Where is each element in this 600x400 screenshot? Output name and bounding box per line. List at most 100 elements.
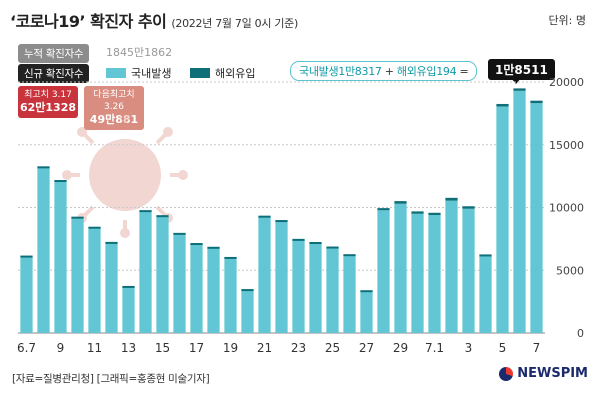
bar-imported: [377, 208, 390, 211]
bar-imported: [37, 166, 50, 169]
legend-domestic-label: 국내발생: [131, 67, 172, 80]
bar-domestic: [394, 203, 407, 333]
plus-sign: +: [384, 65, 394, 78]
bar-imported: [88, 226, 101, 229]
bar-domestic: [326, 247, 339, 333]
new-cases-label: 신규 확진자수: [18, 64, 90, 83]
x-tick-label: 19: [223, 341, 238, 355]
bar-domestic: [258, 216, 271, 333]
latest-total-badge: 1만8511: [488, 59, 555, 80]
bar-imported: [513, 88, 526, 91]
bar-domestic: [139, 211, 152, 333]
bar-imported: [445, 197, 458, 201]
peak-2-value: 49만881: [89, 113, 139, 126]
bar-imported: [394, 201, 407, 204]
bar-imported: [292, 238, 305, 241]
bar-imported: [190, 243, 203, 246]
bar-imported: [156, 215, 169, 218]
x-tick-label: 21: [257, 341, 272, 355]
bar-domestic: [207, 247, 220, 333]
bar-domestic: [241, 289, 254, 333]
bar-imported: [428, 212, 441, 216]
bar-domestic: [156, 216, 169, 333]
bar-imported: [20, 255, 33, 258]
bar-imported: [530, 100, 543, 104]
peak-badge-2: 다음최고치 3.26 49만881: [84, 86, 144, 130]
y-tick-label: 15000: [549, 139, 584, 152]
bar-imported: [122, 285, 135, 288]
source-credit: [자료=질병관리청] [그래픽=홍종현 미술기자]: [12, 373, 210, 385]
bar-domestic: [462, 208, 475, 333]
bar-imported: [411, 211, 424, 214]
bar-domestic: [309, 243, 322, 333]
cumulative-value: 1845만1862: [106, 46, 173, 59]
bar-domestic: [54, 181, 67, 333]
bar-domestic: [530, 103, 543, 334]
x-tick-label: 11: [87, 341, 102, 355]
bar-imported: [462, 206, 475, 209]
y-tick-label: 0: [577, 327, 584, 340]
legend-domestic-swatch: [106, 68, 126, 78]
virus-illustration-icon: [62, 112, 188, 238]
bar-domestic: [445, 200, 458, 333]
x-tick-label: 5: [499, 341, 507, 355]
bar-domestic: [513, 90, 526, 333]
bar-imported: [105, 241, 118, 244]
bar-domestic: [496, 106, 509, 333]
x-tick-label: 23: [291, 341, 306, 355]
latest-domestic: 국내발생1만8317: [299, 65, 382, 78]
axis-label-layer: 0 5000 10000 15000 20000 6.7 9 11 13 15 17 19 21 23 25…: [17, 76, 584, 355]
x-tick-label: 25: [325, 341, 340, 355]
legend-imported: 해외유입: [190, 65, 255, 81]
bar-imported: [479, 254, 492, 257]
x-tick-label: 15: [155, 341, 170, 355]
bar-domestic: [122, 286, 135, 333]
newspim-logo[interactable]: NEWSPIM: [499, 366, 588, 381]
bar-domestic: [411, 213, 424, 333]
x-tick-label: 7: [533, 341, 541, 355]
bar-domestic: [479, 255, 492, 333]
peak-2-label: 다음최고치 3.26: [93, 90, 135, 112]
bar-domestic: [360, 290, 373, 333]
bar-imported: [275, 220, 288, 223]
x-tick-label: 6.7: [17, 341, 36, 355]
legend-imported-swatch: [190, 68, 210, 78]
x-tick-label: 17: [189, 341, 204, 355]
bar-domestic: [71, 217, 84, 333]
y-tick-label: 5000: [556, 264, 584, 277]
bar-imported: [71, 216, 84, 219]
bar-imported: [343, 254, 356, 257]
peak-1-label: 최고치 3.17: [24, 90, 72, 100]
latest-total-pointer: [511, 78, 521, 84]
bar-domestic: [275, 221, 288, 333]
bar-imported: [173, 232, 186, 235]
chart-title: ‘코로나19’ 확진자 추이 (2022년 7월 7일 0시 기준): [10, 8, 298, 32]
bar-imported: [309, 242, 322, 245]
latest-breakdown: 국내발생1만8317 + 해외유입194 =: [290, 61, 478, 81]
bar-imported: [224, 256, 237, 259]
latest-imported: 해외유입194: [396, 65, 457, 78]
bar-imported: [241, 289, 254, 292]
x-tick-label: 3: [465, 341, 473, 355]
bar-domestic: [377, 210, 390, 333]
bar-domestic: [343, 255, 356, 333]
bar-domestic: [224, 257, 237, 333]
bar-imported: [326, 246, 339, 249]
y-tick-label: 20000: [549, 76, 584, 89]
bar-domestic: [292, 240, 305, 333]
bar-imported: [360, 290, 373, 293]
logo-mark-icon: [499, 366, 514, 381]
x-tick-label: 27: [359, 341, 374, 355]
bar-domestic: [20, 256, 33, 333]
legend-imported-label: 해외유입: [215, 67, 256, 80]
bar-domestic: [173, 233, 186, 333]
peak-1-value: 62만1328: [19, 101, 77, 114]
title-main: ‘코로나19’ 확진자 추이: [10, 12, 167, 31]
bar-imported: [496, 103, 509, 107]
x-tick-label: 9: [57, 341, 65, 355]
bar-domestic: [88, 227, 101, 333]
bar-domestic: [105, 242, 118, 333]
peak-badge-1: 최고치 3.17 62만1328: [18, 86, 78, 118]
legend-domestic: 국내발생: [106, 65, 171, 81]
